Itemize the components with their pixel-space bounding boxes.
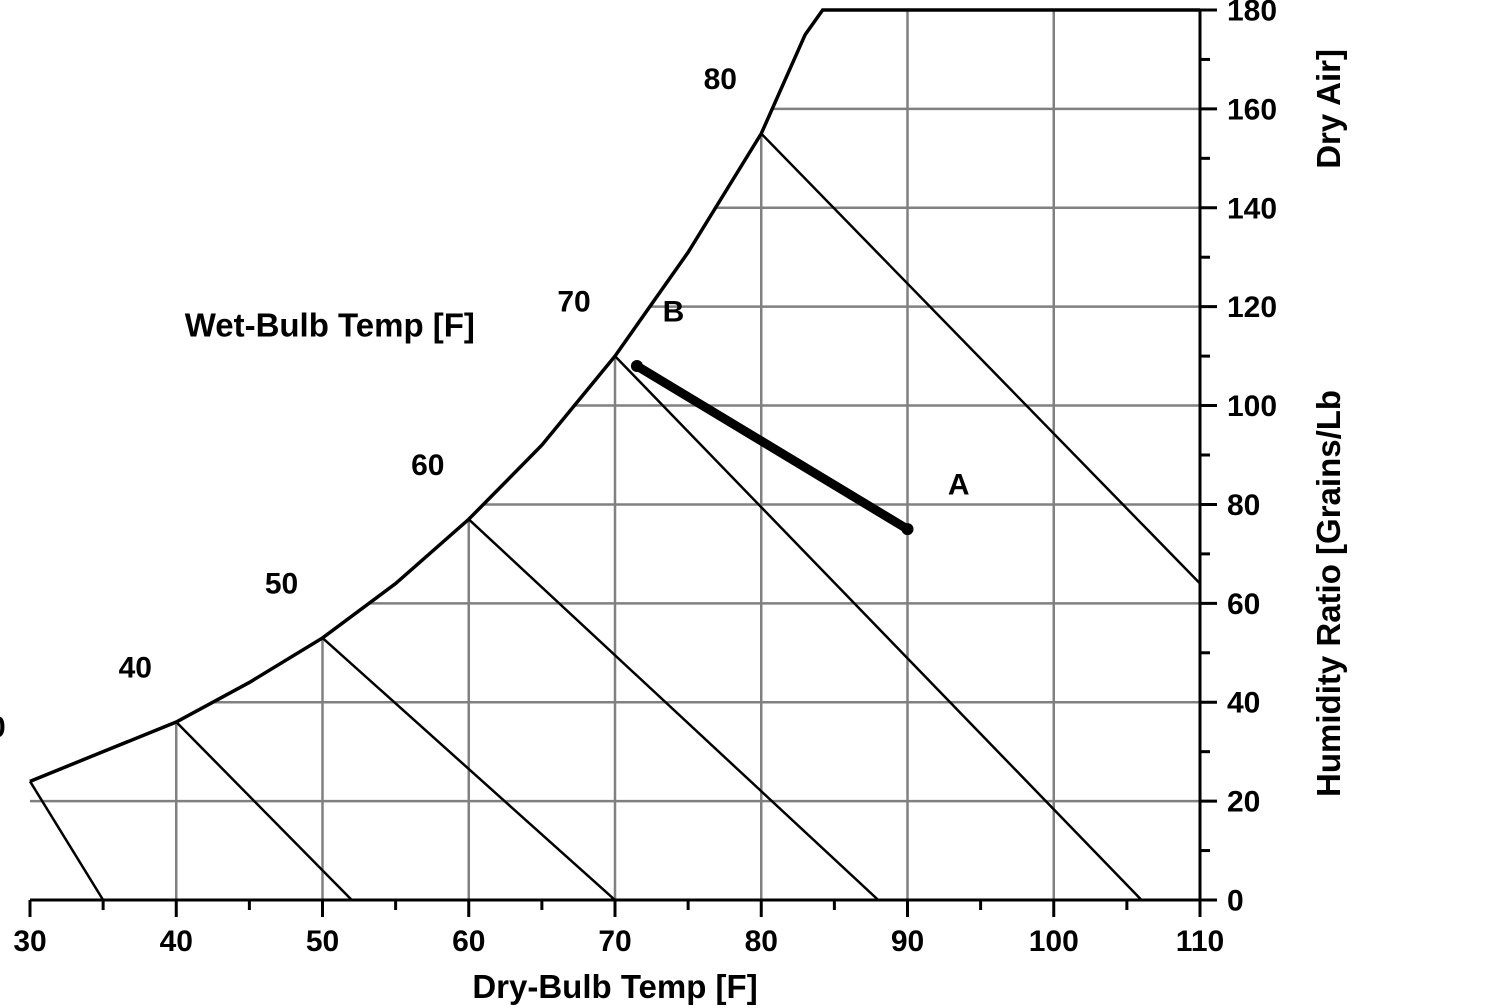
y-tick-label: 120: [1227, 291, 1277, 324]
wetbulb-title: Wet-Bulb Temp [F]: [185, 306, 475, 343]
y-tick-label: 60: [1227, 588, 1260, 621]
y-tick-label: 180: [1227, 0, 1277, 28]
x-tick-label: 80: [745, 925, 778, 958]
x-tick-label: 30: [13, 925, 46, 958]
wetbulb-line: [469, 519, 879, 900]
x-tick-label: 50: [306, 925, 339, 958]
wetbulb-line: [176, 722, 352, 900]
x-tick-label: 110: [1176, 925, 1224, 958]
y-tick-label: 160: [1227, 93, 1277, 126]
point-a-label: A: [948, 469, 970, 502]
wetbulb-line: [761, 134, 1200, 584]
point-b: [631, 360, 643, 372]
y-tick-label: 0: [1227, 885, 1244, 918]
wetbulb-label: 50: [265, 567, 298, 600]
wetbulb-line: [615, 356, 1142, 900]
x-axis-title: Dry-Bulb Temp [F]: [472, 968, 757, 1005]
x-tick-label: 40: [160, 925, 193, 958]
psychrometric-chart: 30 40 50 60 70 80 90 100 110 Dry-Bulb Temp [F] 0 20…: [0, 0, 1489, 1008]
y-tick-label: 140: [1227, 192, 1277, 225]
point-b-label: B: [663, 296, 685, 329]
x-tick-label: 70: [598, 925, 631, 958]
x-tick-label: 90: [891, 925, 924, 958]
wetbulb-line: [30, 781, 103, 900]
wetbulb-label: 60: [411, 449, 444, 482]
y-axis-title-2: Dry Air]: [1310, 49, 1347, 169]
point-a: [902, 523, 914, 535]
y-tick-label: 80: [1227, 489, 1260, 522]
y-axis-title-1: Humidity Ratio [Grains/Lb: [1310, 390, 1347, 797]
wetbulb-label: 30: [0, 711, 6, 744]
y-tick-label: 20: [1227, 786, 1260, 819]
x-tick-label: 100: [1029, 925, 1079, 958]
y-tick-label: 100: [1227, 390, 1277, 423]
chart-svg: 30 40 50 60 70 80 90 100 110 Dry-Bulb Temp [F] 0 20…: [0, 0, 1489, 1008]
wetbulb-label: 80: [704, 63, 737, 96]
wetbulb-label: 40: [119, 652, 152, 685]
x-tick-label: 60: [452, 925, 485, 958]
wetbulb-label: 70: [557, 286, 590, 319]
y-tick-label: 40: [1227, 687, 1260, 720]
